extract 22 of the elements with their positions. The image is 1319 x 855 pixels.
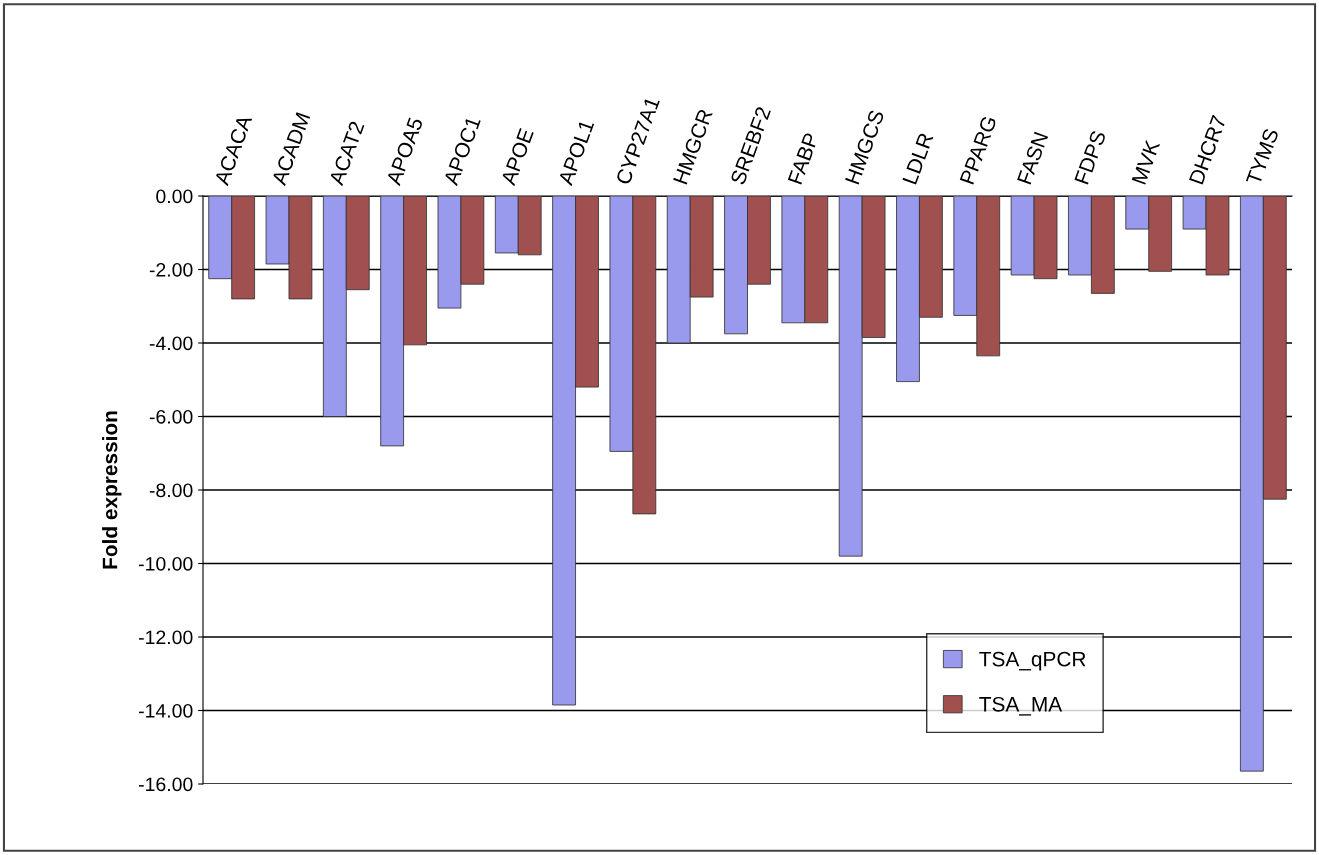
x-tick-label: ACAT2 [328, 120, 365, 187]
y-tick-label: 0.00 [156, 189, 193, 204]
x-tick-label: FABP [787, 132, 819, 185]
y-tick-label: -6.00 [149, 409, 193, 424]
x-tick-label: MVK [1131, 139, 1161, 185]
x-tick-label: LDLR [902, 132, 934, 185]
x-tick-label: APOE [500, 127, 534, 187]
x-tick-label: APOA5 [385, 116, 424, 187]
legend-label: TSA_MA [979, 696, 1063, 716]
x-tick-label: APOL1 [557, 119, 595, 187]
y-axis-title: Fold expression [102, 411, 122, 569]
y-tick-label: -4.00 [149, 336, 193, 351]
y-tick-label: -2.00 [149, 262, 193, 277]
y-tick-label: -8.00 [149, 483, 193, 498]
x-tick-label: TYMS [1245, 127, 1279, 186]
y-tick-label: -10.00 [139, 556, 193, 571]
x-tick-label: FASN [1016, 131, 1049, 185]
legend-label: TSA_qPCR [979, 651, 1086, 671]
y-tick-label: -16.00 [139, 777, 193, 792]
y-tick-label: -14.00 [139, 703, 193, 718]
y-tick-label: -12.00 [139, 630, 193, 645]
x-tick-label: FDPS [1074, 129, 1107, 185]
